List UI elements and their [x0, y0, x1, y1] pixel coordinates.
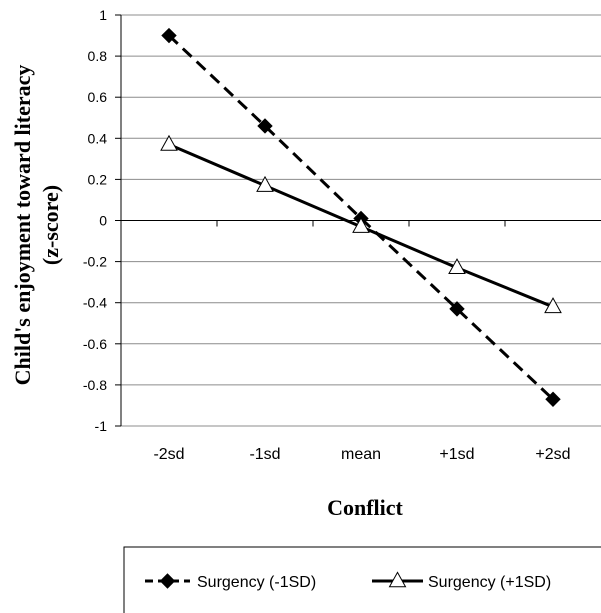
y-tick-label: 0: [99, 213, 107, 229]
y-tick-label: -0.2: [83, 254, 107, 270]
y-axis-title: Child's enjoyment toward literacy: [10, 65, 35, 386]
y-tick-label: 0.2: [88, 171, 108, 187]
legend-label-0: Surgency (-1SD): [197, 574, 316, 591]
data-point-triangle: [352, 216, 370, 233]
x-tick-label: -1sd: [249, 446, 280, 463]
x-axis-title: Conflict: [327, 495, 403, 520]
data-point-triangle: [388, 571, 407, 588]
y-tick-label: 0.6: [88, 89, 108, 105]
data-point-diamond: [545, 391, 561, 407]
data-point-diamond: [159, 573, 176, 589]
x-tick-label: +1sd: [439, 446, 474, 463]
y-axis-title-line2: (z-score): [38, 185, 63, 265]
legend-border: [123, 546, 601, 613]
y-tick-label: -0.4: [83, 295, 107, 311]
x-tick-label: mean: [341, 446, 381, 463]
gridlines: [121, 14, 601, 427]
x-tick-label: +2sd: [535, 446, 570, 463]
data-point-diamond: [257, 118, 273, 134]
data-point-diamond: [449, 301, 465, 317]
data-point-triangle: [448, 258, 466, 275]
x-tick-label: -2sd: [153, 446, 184, 463]
axes: [115, 14, 601, 427]
series-line-0: [167, 34, 555, 401]
y-tick-label: 0.4: [88, 130, 108, 146]
data-point-diamond: [161, 27, 177, 44]
y-tick-label: 1: [99, 7, 107, 23]
data-point-triangle: [256, 175, 274, 192]
legend-label-1: Surgency (+1SD): [428, 574, 551, 591]
series-layer: [160, 27, 562, 407]
y-tick-label: -0.6: [83, 336, 107, 352]
y-tick-label: -1: [95, 418, 108, 434]
x-tick-labels: -2sd -1sd mean +1sd +2sd: [153, 446, 570, 463]
y-tick-label: 0.8: [88, 48, 108, 64]
data-point-triangle: [544, 297, 562, 314]
legend: Surgency (-1SD) Surgency (+1SD): [123, 546, 601, 613]
y-tick-labels: 1 0.8 0.6 0.4 0.2 0 -0.2 -0.4 -0.6 -0.8 -1: [83, 7, 107, 434]
y-tick-label: -0.8: [83, 377, 107, 393]
data-point-triangle: [160, 134, 178, 151]
